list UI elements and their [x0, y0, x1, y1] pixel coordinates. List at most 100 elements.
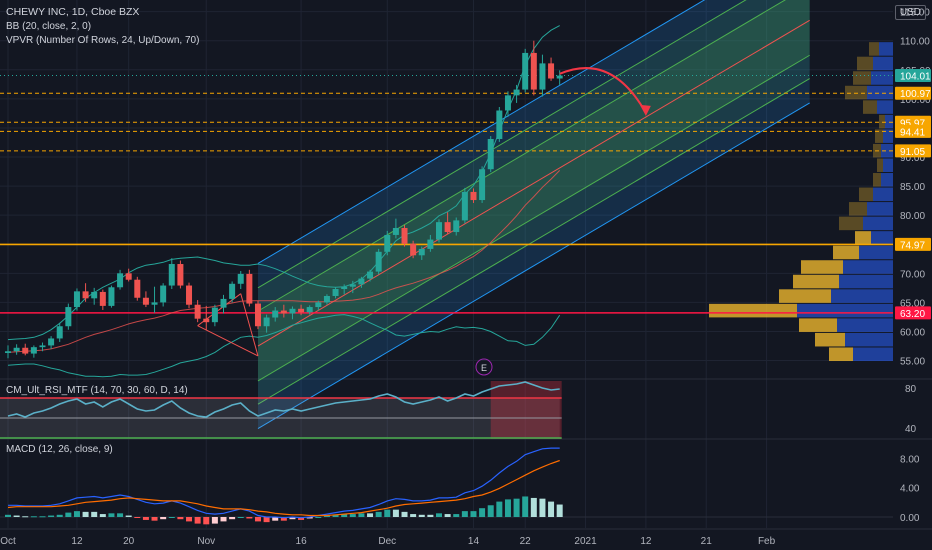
price-label-box: [895, 124, 931, 138]
vp-row-up: [881, 143, 893, 158]
candle-body: [461, 191, 468, 221]
vp-row-up: [797, 303, 893, 318]
macd-histogram-bar: [56, 514, 63, 517]
candle-body: [323, 296, 330, 303]
rsi-tick-label: 40: [905, 424, 917, 435]
candle-body: [125, 273, 132, 280]
candle-body: [229, 283, 236, 299]
macd-histogram-bar: [375, 511, 382, 517]
price-label-text: 74.97: [900, 240, 925, 251]
macd-histogram-bar: [30, 516, 37, 518]
candle-body: [5, 351, 11, 353]
candle-body: [13, 347, 20, 352]
forecast-arrow[interactable]: [559, 67, 651, 116]
price-label-box: [895, 86, 931, 100]
macd-legend[interactable]: MACD (12, 26, close, 9): [6, 444, 113, 455]
currency-button[interactable]: USD: [894, 5, 926, 20]
candle-body: [22, 347, 29, 354]
candle-body: [91, 291, 98, 299]
candle-body: [211, 307, 218, 323]
bollinger-bands: [7, 25, 561, 378]
symbol-title[interactable]: CHEWY INC, 1D, Cboe BZX: [6, 6, 140, 18]
time-axis[interactable]: Oct 12 20 Nov 16 Dec 14 22 2021 12 21 Feb: [0, 536, 775, 547]
vp-row-up: [837, 318, 893, 332]
candle-body: [436, 222, 442, 240]
price-label-text: 104.01: [900, 72, 931, 83]
candle-body: [280, 310, 287, 314]
rsi-legend[interactable]: CM_Ult_RSI_MTF (14, 70, 30, 60, D, 14): [6, 385, 188, 396]
macd-histogram-bar: [48, 515, 55, 517]
vp-row-up: [839, 274, 893, 289]
candle-body: [453, 220, 460, 233]
candle-body: [479, 169, 486, 201]
price-tick-label: 65.00: [900, 298, 925, 309]
macd-histogram-bar: [315, 517, 322, 518]
macd-histogram-bar: [539, 498, 546, 517]
macd-pane: 0.00 4.00 8.00: [0, 447, 920, 525]
vp-row-down: [879, 114, 885, 129]
vp-row-down: [833, 245, 859, 260]
candle-body: [410, 243, 417, 256]
candle-body: [134, 279, 141, 298]
macd-histogram-bar: [401, 511, 408, 517]
macd-histogram-bar: [125, 515, 132, 517]
vp-row-up: [873, 187, 893, 202]
channel-median: [257, 19, 810, 347]
vp-row-down: [855, 231, 871, 245]
macd-histogram-bar: [298, 517, 305, 520]
vp-row-down: [801, 260, 843, 274]
vp-row-up: [877, 100, 893, 114]
vp-row-down: [875, 129, 883, 143]
vpvr-legend[interactable]: VPVR (Number Of Rows, 24, Up/Down, 70): [6, 35, 200, 46]
vp-row-down: [869, 42, 879, 56]
candlesticks: [5, 40, 563, 359]
candle-body: [487, 138, 494, 170]
bb-basis-line: [7, 170, 561, 353]
channel-edge: [257, 0, 787, 312]
candle-body: [401, 227, 408, 244]
macd-histogram-bar: [427, 514, 434, 517]
price-tick-label: 100.00: [900, 95, 931, 106]
candle-body: [73, 291, 80, 308]
earnings-marker[interactable]: E: [475, 358, 493, 376]
vp-row-down: [853, 71, 871, 85]
price-label-text: 95.97: [900, 118, 925, 129]
time-tick-label: 2021: [574, 536, 597, 547]
macd-histogram-bar: [522, 496, 529, 517]
time-tick-label: 12: [640, 536, 652, 547]
time-tick-label: 20: [123, 536, 135, 547]
bb-upper-line: [7, 25, 560, 341]
rsi-tick-label: 80: [905, 384, 917, 395]
macd-histogram-bar: [91, 511, 98, 517]
macd-histogram-bar: [142, 517, 149, 520]
candle-body: [522, 52, 529, 90]
macd-histogram-bar: [151, 517, 158, 521]
rsi-line: [7, 381, 560, 418]
candle-body: [263, 317, 270, 327]
bb-legend[interactable]: BB (20, close, 2, 0): [6, 21, 92, 32]
channel-edge: [257, 102, 810, 430]
time-tick-label: 12: [71, 536, 83, 547]
macd-histogram-bar: [367, 513, 374, 517]
candle-body: [56, 326, 63, 339]
candle-body: [177, 264, 184, 286]
price-axis[interactable]: 55.0060.0065.0070.0075.0080.0085.0090.00…: [895, 8, 931, 368]
candle-body: [99, 291, 106, 306]
macd-histogram-bar: [177, 517, 184, 520]
candle-body: [186, 285, 193, 305]
macd-histogram-bar: [168, 517, 175, 518]
macd-histogram-bar: [134, 517, 141, 518]
macd-histogram-bar: [5, 514, 11, 517]
macd-histogram-bar: [306, 517, 313, 519]
macd-histogram-bar: [556, 504, 563, 517]
candle-body: [349, 284, 356, 287]
macd-histogram-bar: [263, 517, 270, 523]
candle-body: [246, 273, 253, 304]
macd-histogram-bar: [496, 501, 503, 517]
macd-histogram-bar: [194, 517, 201, 524]
time-tick-label: Feb: [758, 536, 776, 547]
macd-histogram-bar: [117, 513, 124, 517]
vp-row-up: [843, 260, 893, 274]
macd-histogram-bar: [22, 516, 29, 518]
